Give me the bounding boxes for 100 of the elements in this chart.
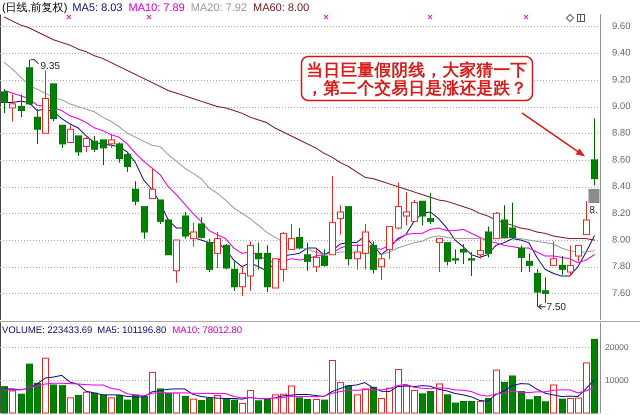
candlestick	[567, 244, 574, 277]
bar	[313, 398, 320, 414]
candlestick	[67, 124, 74, 144]
y-tick-label: 7.80	[612, 261, 630, 272]
text: MA10: 78012.80	[172, 324, 242, 336]
candlestick	[370, 240, 377, 274]
candlestick	[296, 227, 303, 250]
candlestick	[591, 118, 598, 186]
text: MA60: 8.00	[253, 2, 310, 14]
candlestick	[198, 216, 205, 240]
bar	[559, 398, 566, 414]
bar	[370, 386, 377, 414]
candlestick	[100, 139, 107, 166]
candlestick	[18, 94, 25, 118]
y-tick-label: 8.80	[612, 128, 630, 139]
chart-title: (日线,前复权)	[2, 1, 68, 14]
candlestick	[264, 244, 271, 293]
annotation: 8.	[589, 204, 598, 216]
candlestick	[190, 222, 197, 248]
y-tick-label: 8.40	[612, 181, 630, 192]
bar	[591, 338, 598, 414]
candlestick	[182, 211, 189, 240]
bar	[83, 392, 90, 414]
bar	[182, 396, 189, 414]
y-tick-label: 9.20	[612, 74, 630, 86]
y-tick-label: 9.60	[612, 20, 630, 32]
candlestick	[59, 124, 66, 148]
candlestick	[313, 248, 320, 273]
candlestick	[427, 192, 434, 224]
y-tick-label: 7.60	[612, 288, 630, 299]
bar	[75, 395, 82, 414]
y-tick-label: 9.00	[612, 101, 630, 112]
y-tick-label: 9.40	[612, 48, 630, 59]
bar	[190, 398, 197, 414]
candlestick	[206, 238, 213, 273]
line-series	[4, 16, 595, 241]
bar	[149, 372, 156, 414]
bar	[9, 390, 16, 414]
candlestick	[460, 244, 467, 265]
candlestick	[477, 238, 484, 260]
candlestick	[34, 108, 41, 144]
bar	[345, 385, 352, 414]
candlestick	[75, 135, 82, 156]
y-tick-label: 8.00	[612, 234, 630, 246]
bar	[255, 400, 262, 414]
line-series	[4, 374, 595, 402]
candlestick	[50, 83, 57, 122]
candlestick	[83, 135, 90, 152]
bar	[264, 398, 271, 414]
candlestick	[386, 226, 393, 260]
chart-title: VOLUME: 223433.69	[2, 324, 92, 336]
bar	[214, 395, 221, 414]
bar	[436, 383, 443, 414]
candlestick	[559, 256, 566, 276]
y-tick-label: 20000	[605, 342, 629, 352]
bar	[59, 385, 66, 414]
candlestick	[419, 200, 426, 226]
candlestick	[583, 200, 590, 236]
y-tick-label: 8.20	[612, 208, 630, 219]
bar	[493, 370, 500, 414]
bar	[321, 400, 328, 414]
candlestick	[108, 134, 115, 148]
candlestick	[141, 206, 148, 240]
candlestick	[550, 240, 557, 266]
candlestick	[378, 252, 385, 281]
bar	[100, 394, 107, 414]
candlestick	[575, 244, 582, 262]
bar	[477, 400, 484, 414]
annotation: 当日巨量假阴线，大家猜一下，第二个交易日是涨还是跌？	[306, 60, 528, 97]
candlestick	[518, 244, 525, 273]
annotation: 7.50	[546, 301, 566, 312]
candlestick	[321, 248, 328, 268]
line-series	[4, 382, 595, 399]
bar	[108, 397, 115, 414]
text: MA10: 7.89	[128, 2, 185, 14]
candlestick	[91, 135, 98, 152]
candlestick	[468, 252, 475, 277]
bar	[50, 384, 57, 414]
y-tick-label: 8.60	[612, 154, 630, 166]
candlestick	[214, 231, 221, 269]
candlestick	[1, 88, 8, 114]
bar	[91, 392, 98, 414]
bar	[173, 392, 180, 414]
bar	[42, 358, 49, 414]
bar	[485, 398, 492, 414]
bar	[550, 384, 557, 414]
candlestick	[231, 260, 238, 292]
candlestick	[526, 252, 533, 273]
annotation: 9.35	[40, 60, 60, 72]
bar	[141, 396, 148, 414]
candlestick	[42, 70, 49, 134]
candlestick	[223, 244, 230, 270]
candlestick	[255, 242, 262, 270]
bar	[67, 397, 74, 414]
candlestick	[329, 175, 336, 256]
text: MA20: 7.92	[190, 2, 248, 14]
candlestick	[345, 206, 352, 266]
line-series	[4, 62, 595, 256]
text: MA5: 101196.80	[97, 324, 166, 336]
candlestick	[132, 180, 139, 206]
